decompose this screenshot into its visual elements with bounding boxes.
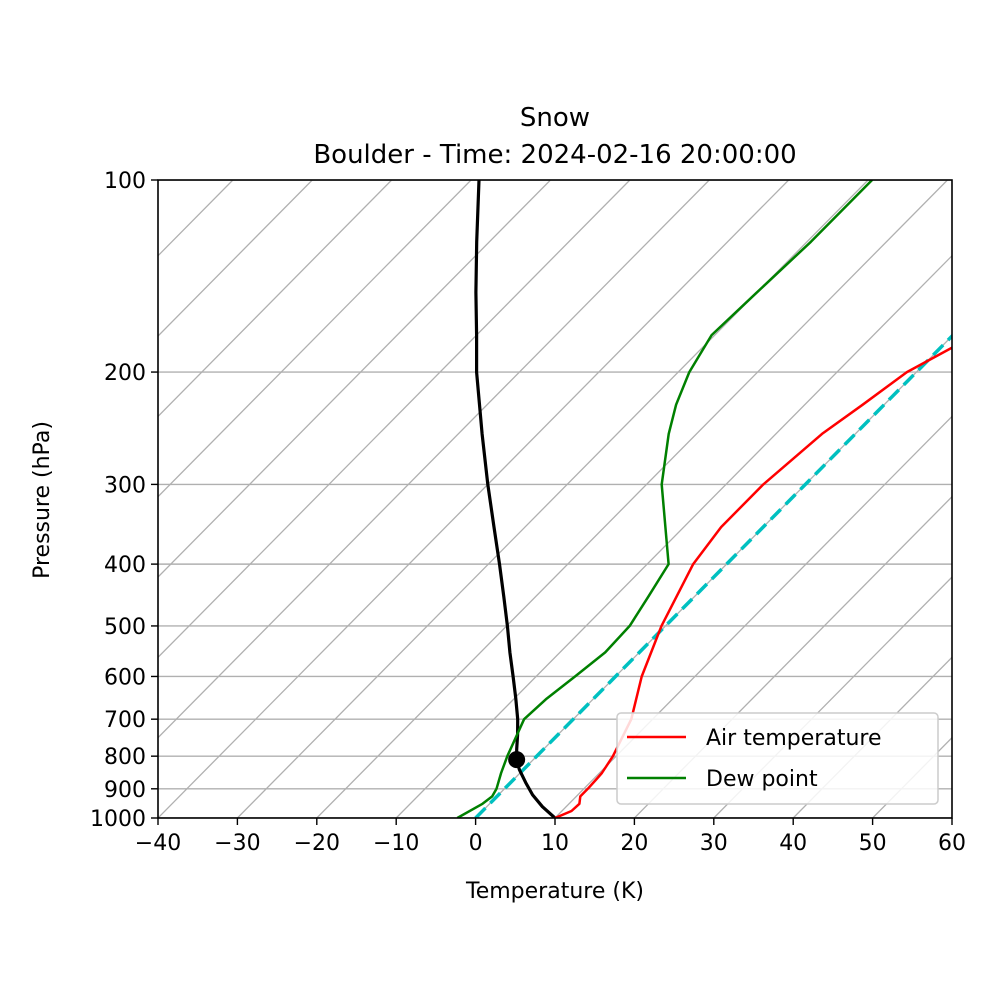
y-tick-label: 800 bbox=[104, 745, 146, 770]
air-temperature-line bbox=[554, 346, 952, 818]
isotherm-gridline bbox=[395, 254, 952, 818]
x-tick-label: −20 bbox=[294, 831, 340, 856]
y-axis-label: Pressure (hPa) bbox=[30, 421, 55, 579]
isotherm-gridline bbox=[158, 180, 313, 337]
x-tick-label: 0 bbox=[469, 831, 483, 856]
isotherm-gridline bbox=[951, 817, 952, 818]
legend-box bbox=[616, 712, 939, 805]
isotherm-gridline bbox=[554, 415, 952, 818]
x-axis: −40 −30 −20 −10 0 10 20 30 40 50 60 bbox=[135, 818, 966, 856]
y-tick-label: 500 bbox=[104, 615, 146, 640]
y-tick-label: 600 bbox=[104, 665, 146, 690]
isotherm-gridline bbox=[158, 180, 631, 659]
y-tick-label: 900 bbox=[104, 778, 146, 803]
x-tick-label: −30 bbox=[214, 831, 260, 856]
isotherm-gridline bbox=[158, 180, 551, 578]
x-tick-label: 20 bbox=[620, 831, 648, 856]
isotherm-gridline bbox=[713, 576, 952, 818]
isotherm-gridline bbox=[158, 180, 393, 418]
y-tick-label: 300 bbox=[104, 473, 146, 498]
isotherm-gridline bbox=[158, 180, 710, 739]
x-tick-label: −10 bbox=[373, 831, 419, 856]
plot-lines bbox=[456, 180, 952, 818]
isotherm-gridline bbox=[792, 656, 952, 818]
x-axis-label: Temperature (K) bbox=[465, 879, 644, 904]
isotherm-gridline bbox=[633, 495, 952, 818]
y-tick-label: 100 bbox=[104, 169, 146, 194]
parcel-profile-line bbox=[474, 180, 557, 818]
legend-label-air-temperature: Air temperature bbox=[706, 726, 881, 751]
isotherm-gridline bbox=[316, 180, 948, 818]
skewed-isotherms bbox=[158, 180, 952, 818]
x-tick-label: 30 bbox=[700, 831, 728, 856]
grid bbox=[158, 180, 952, 818]
x-tick-label: 10 bbox=[541, 831, 569, 856]
x-tick-label: 50 bbox=[859, 831, 887, 856]
chart-title: Snow bbox=[520, 103, 590, 133]
legend: Air temperature Dew point bbox=[616, 712, 939, 805]
y-axis: 100 200 300 400 500 600 700 800 900 1000 bbox=[90, 169, 158, 832]
x-tick-label: −40 bbox=[135, 831, 181, 856]
zero-isotherm bbox=[474, 333, 952, 818]
y-tick-label: 1000 bbox=[90, 807, 146, 832]
isotherm-gridline bbox=[158, 180, 472, 498]
x-tick-label: 40 bbox=[779, 831, 807, 856]
y-tick-label: 700 bbox=[104, 708, 146, 733]
lcl-marker bbox=[508, 751, 526, 769]
x-tick-label: 60 bbox=[938, 831, 966, 856]
y-tick-label: 400 bbox=[104, 553, 146, 578]
chart-subtitle: Boulder - Time: 2024-02-16 20:00:00 bbox=[313, 140, 796, 170]
y-tick-label: 200 bbox=[104, 361, 146, 386]
dew-point-line bbox=[456, 180, 873, 818]
legend-label-dew-point: Dew point bbox=[706, 767, 818, 792]
isotherm-gridline bbox=[158, 180, 790, 818]
